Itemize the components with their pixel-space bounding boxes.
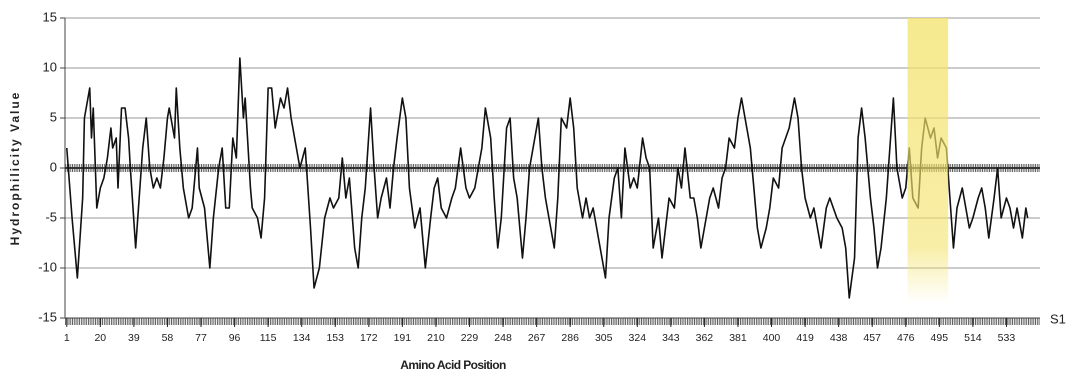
x-tick-label: 324	[629, 332, 647, 344]
y-tick-label: 15	[43, 9, 57, 24]
x-tick-label: 495	[931, 332, 949, 344]
y-tick-label: -15	[38, 309, 57, 324]
x-tick-label: 267	[528, 332, 546, 344]
y-axis-title: Hydrophilicity Value	[8, 91, 22, 246]
y-tick-label: 10	[43, 59, 57, 74]
x-tick-label: 419	[796, 332, 814, 344]
x-tick-label: 533	[998, 332, 1016, 344]
x-tick-label: 172	[360, 332, 378, 344]
x-tick-label: 362	[696, 332, 714, 344]
y-tick-label: 0	[50, 159, 57, 174]
x-tick-label: 305	[595, 332, 613, 344]
x-tick-label: 191	[394, 332, 412, 344]
highlight-band	[907, 18, 949, 303]
y-tick-label: 5	[50, 109, 57, 124]
legend-label: S1	[1050, 311, 1066, 326]
x-axis-hatch	[65, 318, 1040, 325]
x-tick-label: 134	[293, 332, 311, 344]
x-tick-label: 96	[229, 332, 241, 344]
x-tick-label: 210	[427, 332, 445, 344]
x-tick-label: 343	[662, 332, 680, 344]
x-tick-label: 381	[729, 332, 747, 344]
x-tick-label: 514	[964, 332, 982, 344]
x-tick-label: 286	[561, 332, 579, 344]
x-tick-label: 1	[64, 332, 70, 344]
x-tick-label: 400	[763, 332, 781, 344]
x-tick-label: 438	[830, 332, 848, 344]
x-tick-label: 20	[94, 332, 106, 344]
y-tick-label: -10	[38, 259, 57, 274]
x-tick-label: 476	[897, 332, 915, 344]
x-tick-label: 153	[326, 332, 344, 344]
x-tick-label: 77	[195, 332, 207, 344]
y-tick-label: -5	[45, 209, 57, 224]
x-tick-label: 39	[128, 332, 140, 344]
data-line	[65, 57, 1029, 299]
x-tick-label: 457	[863, 332, 881, 344]
x-tick-label: 248	[494, 332, 512, 344]
x-tick-label: 58	[162, 332, 174, 344]
x-axis-title: Amino Acid Position	[400, 358, 506, 372]
x-tick-label: 229	[461, 332, 479, 344]
x-tick-label: 115	[260, 332, 277, 344]
